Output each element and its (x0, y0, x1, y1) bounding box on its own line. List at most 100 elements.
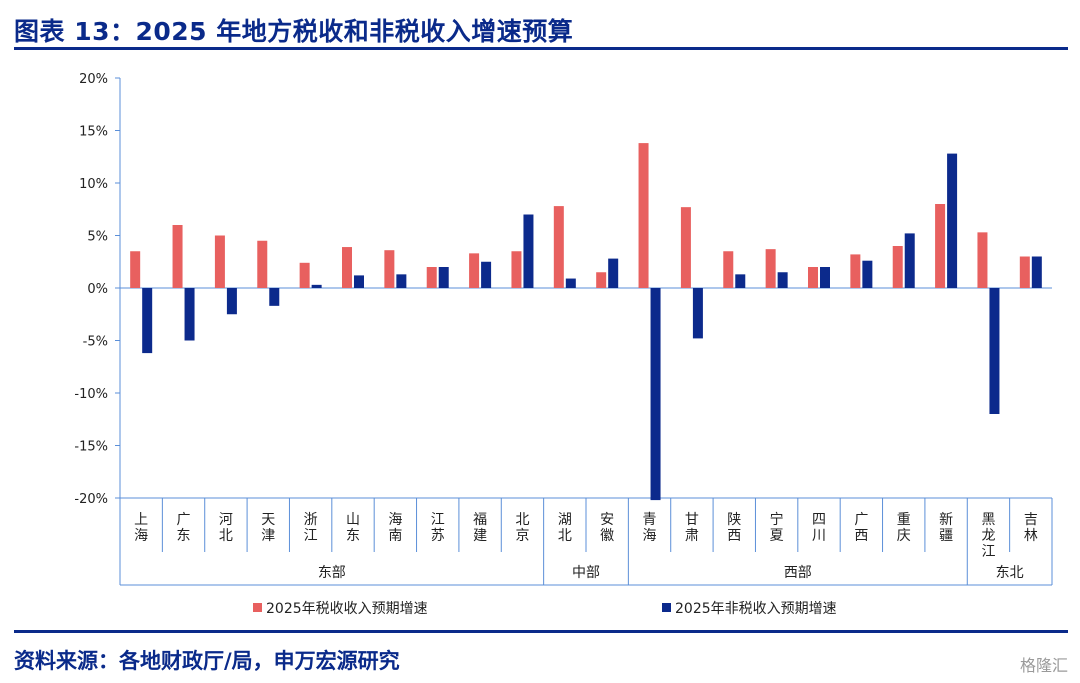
region-label: 东北 (996, 565, 1024, 581)
category-label: 海 (134, 528, 148, 544)
tax-bar (808, 267, 818, 288)
nontax-bar (311, 284, 322, 288)
category-label: 陕 (727, 512, 741, 528)
tax-bar (638, 143, 649, 288)
tax-bar (765, 249, 776, 288)
category-label: 青 (643, 512, 657, 528)
category-label: 广 (854, 512, 868, 528)
category-label: 徽 (600, 528, 614, 544)
nontax-bar (862, 260, 873, 288)
category-label: 北 (219, 528, 233, 544)
legend-label-nontax: 2025年非税收入预期增速 (675, 601, 837, 617)
region-label: 中部 (572, 565, 600, 581)
tax-bar (723, 251, 734, 288)
category-label: 海 (643, 528, 657, 544)
category-label: 京 (515, 528, 529, 544)
y-tick-label: 20% (79, 72, 108, 87)
y-tick-label: -10% (74, 387, 108, 402)
y-tick-label: 15% (79, 125, 108, 140)
tax-bar (1019, 256, 1030, 288)
tax-bar (342, 247, 352, 288)
tax-bar (511, 251, 522, 288)
region-label: 东部 (318, 565, 346, 581)
category-label: 苏 (431, 528, 445, 544)
tax-bar (426, 267, 437, 288)
tax-bar (850, 254, 861, 288)
nontax-bar (608, 258, 619, 288)
tax-bar (892, 246, 903, 288)
tax-bar (384, 250, 395, 288)
category-label: 西 (727, 528, 741, 544)
nontax-bar (523, 214, 534, 288)
nontax-bar (481, 261, 492, 288)
legend-label-tax: 2025年税收收入预期增速 (266, 601, 428, 617)
title-rule (14, 47, 1068, 50)
category-label: 吉 (1024, 512, 1038, 528)
bar-chart: 20%15%10%5%0%-5%-10%-15%-20%上海广东河北天津浙江山东… (74, 72, 1053, 617)
nontax-bar (1031, 256, 1042, 288)
legend-swatch-nontax (662, 603, 671, 612)
category-label: 江 (304, 528, 318, 544)
y-tick-label: 10% (79, 177, 108, 192)
category-label: 北 (515, 512, 529, 528)
category-label: 南 (388, 528, 402, 544)
category-label: 江 (981, 544, 995, 560)
tax-bar (214, 235, 225, 288)
category-label: 东 (177, 528, 191, 544)
tax-bar (469, 253, 480, 288)
nontax-bar (354, 275, 364, 288)
nontax-bar (989, 288, 1000, 414)
y-tick-label: 0% (87, 282, 108, 297)
category-label: 东 (346, 528, 360, 544)
tax-bar (935, 204, 946, 288)
category-label: 北 (558, 528, 572, 544)
tax-bar (977, 232, 988, 288)
tax-bar (130, 251, 141, 288)
nontax-bar (947, 153, 958, 288)
nontax-bar (396, 274, 407, 288)
y-tick-label: -5% (83, 335, 108, 350)
tax-bar (172, 225, 183, 288)
tax-bar (257, 240, 268, 288)
category-label: 上 (134, 512, 148, 528)
nontax-bar (269, 288, 280, 306)
category-label: 山 (346, 512, 360, 528)
nontax-bar (184, 288, 195, 341)
chart-title: 图表 13：2025 年地方税收和非税收入增速预算 (14, 17, 574, 46)
category-label: 重 (897, 512, 911, 528)
category-label: 夏 (770, 528, 784, 544)
category-label: 肃 (685, 528, 699, 544)
nontax-bar (735, 274, 746, 288)
category-label: 广 (177, 512, 191, 528)
category-label: 津 (261, 528, 275, 544)
category-label: 海 (388, 512, 402, 528)
tax-bar (596, 272, 607, 288)
nontax-bar (650, 288, 661, 501)
y-tick-label: 5% (87, 230, 108, 245)
nontax-bar (692, 288, 703, 339)
category-label: 安 (600, 512, 614, 528)
category-label: 疆 (939, 528, 953, 544)
category-label: 福 (473, 512, 487, 528)
nontax-bar (142, 288, 153, 354)
nontax-bar (904, 233, 915, 288)
watermark: 格隆汇 (1019, 656, 1068, 675)
source-rule (14, 630, 1068, 633)
category-label: 宁 (770, 511, 784, 528)
category-label: 川 (812, 528, 826, 544)
category-label: 西 (854, 528, 868, 544)
region-label: 西部 (784, 565, 812, 581)
y-tick-label: -15% (74, 440, 108, 455)
category-label: 龙 (981, 528, 995, 544)
category-label: 河 (219, 512, 233, 528)
category-label: 林 (1024, 528, 1038, 544)
category-label: 浙 (304, 512, 318, 528)
tax-bar (680, 207, 691, 288)
nontax-bar (226, 288, 237, 315)
category-label: 甘 (685, 512, 699, 528)
y-tick-label: -20% (74, 492, 108, 507)
category-label: 建 (473, 528, 487, 544)
tax-bar (553, 206, 564, 288)
nontax-bar (565, 278, 576, 288)
category-label: 四 (812, 512, 826, 528)
